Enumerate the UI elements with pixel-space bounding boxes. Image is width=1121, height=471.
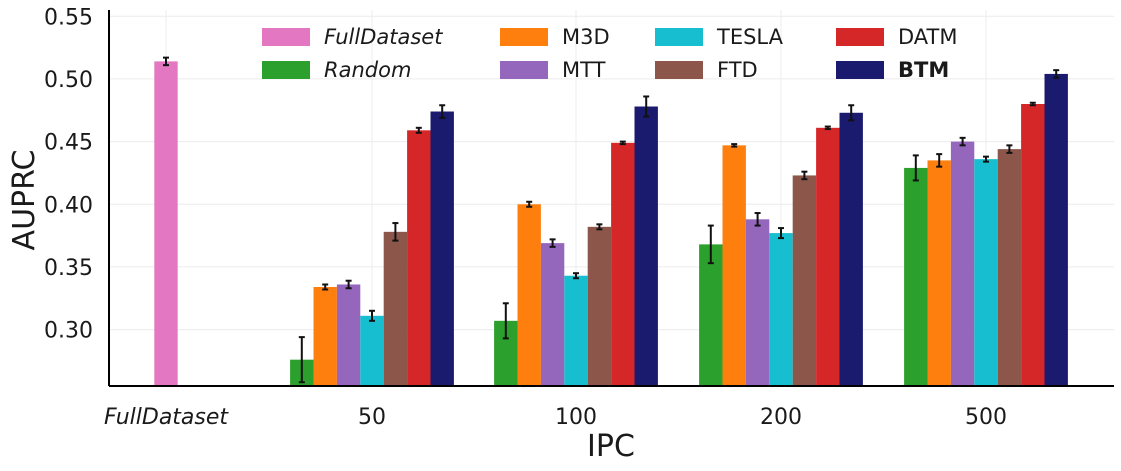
bar-tesla-100 [564,275,588,386]
bar-fulldataset-fulldataset [154,61,178,387]
bar-random-100 [494,320,518,386]
legend-item-ftd: FTD [655,58,758,82]
bar-tesla-200 [769,233,793,386]
y-axis-label: AUPRC [7,150,42,251]
bar-m3d-500 [927,160,951,386]
legend-swatch [836,61,884,79]
bar-btm-500 [1044,73,1068,387]
legend-label: Random [324,58,411,82]
y-tick-label: 0.35 [44,256,93,281]
legend-label: FullDataset [324,25,443,49]
y-tick-label: 0.40 [44,193,93,218]
y-tick-label: 0.30 [44,319,93,344]
bar-ftd-500 [997,149,1022,386]
legend-item-random: Random [262,58,411,82]
legend-item-fulldataset: FullDataset [262,25,443,49]
legend-swatch [655,28,703,46]
y-tick-label: 0.50 [44,68,93,93]
bar-m3d-100 [517,204,541,386]
bar-mtt-50 [336,284,361,386]
legend-item-datm: DATM [836,25,957,49]
x-tick-label: 100 [555,405,597,430]
bars [154,61,1068,387]
legend-swatch [500,28,548,46]
legend-swatch [836,28,884,46]
bar-mtt-200 [745,219,770,386]
legend-label: TESLA [716,25,784,49]
bar-btm-50 [430,111,454,387]
bar-datm-200 [816,127,840,387]
x-axis-label: IPC [587,429,635,464]
legend-label: FTD [717,58,758,82]
bar-btm-100 [634,106,658,387]
bar-m3d-50 [313,286,337,386]
legend-item-mtt: MTT [500,58,606,82]
legend-item-btm: BTM [836,58,949,82]
x-tick-label: FullDataset [104,405,229,430]
bar-datm-500 [1021,104,1045,386]
bar-random-500 [904,167,928,386]
legend-label: DATM [898,25,957,49]
y-tick-label: 0.55 [44,5,93,30]
bar-tesla-500 [974,159,998,386]
y-tick-labels: 0.30 0.35 0.40 0.45 0.50 0.55 [44,5,93,343]
legend-item-m3d: M3D [500,25,610,49]
x-tick-label: 500 [965,405,1007,430]
legend-label: BTM [898,58,949,82]
legend-swatch [262,28,310,46]
bar-random-200 [699,244,723,386]
x-tick-label: 200 [760,405,802,430]
bar-mtt-100 [540,243,565,386]
bar-btm-200 [839,112,863,387]
bar-mtt-500 [950,141,975,386]
y-tick-label: 0.45 [44,131,93,156]
error-bars [163,56,1060,384]
legend-swatch [655,61,703,79]
legend-label: M3D [562,25,610,49]
bar-ftd-100 [587,226,612,386]
legend-swatch [262,61,310,79]
legend-label: MTT [562,58,606,82]
bar-datm-100 [611,142,635,386]
x-tick-labels: FullDataset 50 100 200 500 [104,405,1007,430]
bar-ftd-200 [792,175,817,386]
axes [108,10,1114,387]
bar-m3d-200 [722,145,746,386]
legend-item-tesla: TESLA [655,25,784,49]
bar-ftd-50 [383,231,408,386]
x-tick-label: 50 [358,405,386,430]
bar-tesla-50 [360,315,384,386]
legend-swatch [500,61,548,79]
bar-datm-50 [407,130,431,386]
legend: FullDataset Random M3D MTT TESLA FTD DATM BTM [262,25,957,82]
